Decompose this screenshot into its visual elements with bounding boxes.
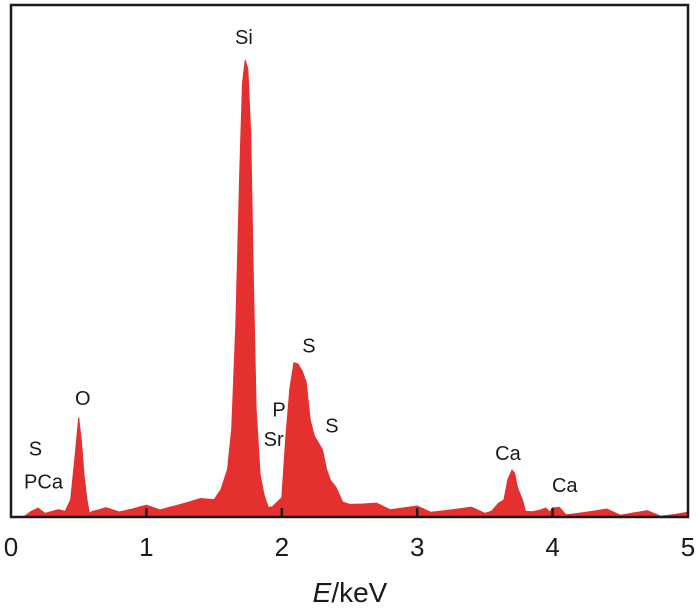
x-tick-label: 4 (545, 532, 559, 562)
peak-label: Si (235, 27, 253, 49)
x-axis-label-symbol: E (313, 577, 332, 608)
plot-frame (9, 3, 690, 519)
peak-label: S (302, 335, 315, 357)
peak-label: Ca (495, 443, 521, 465)
peak-label: O (75, 388, 91, 410)
x-axis-ticks: 0 1 2 3 4 5 (4, 508, 695, 562)
x-tick-label: 0 (4, 532, 18, 562)
x-axis-label: E/keV (313, 577, 388, 608)
x-tick-label: 5 (681, 532, 695, 562)
x-tick-label: 1 (139, 532, 153, 562)
x-axis-label-unit: /keV (331, 577, 387, 608)
plot-background (11, 5, 688, 517)
x-tick-label: 2 (275, 532, 289, 562)
peak-label: PCa (24, 472, 64, 494)
peak-annotations: Si O S PCa P Sr S S Ca Ca (24, 27, 578, 497)
spectrum-area (10, 59, 689, 518)
peak-label: Ca (552, 475, 578, 497)
peak-label: Sr (264, 429, 284, 451)
peak-label: P (272, 399, 285, 421)
peak-label: S (325, 415, 338, 437)
peak-label: S (29, 438, 42, 460)
x-tick-label: 3 (410, 532, 424, 562)
